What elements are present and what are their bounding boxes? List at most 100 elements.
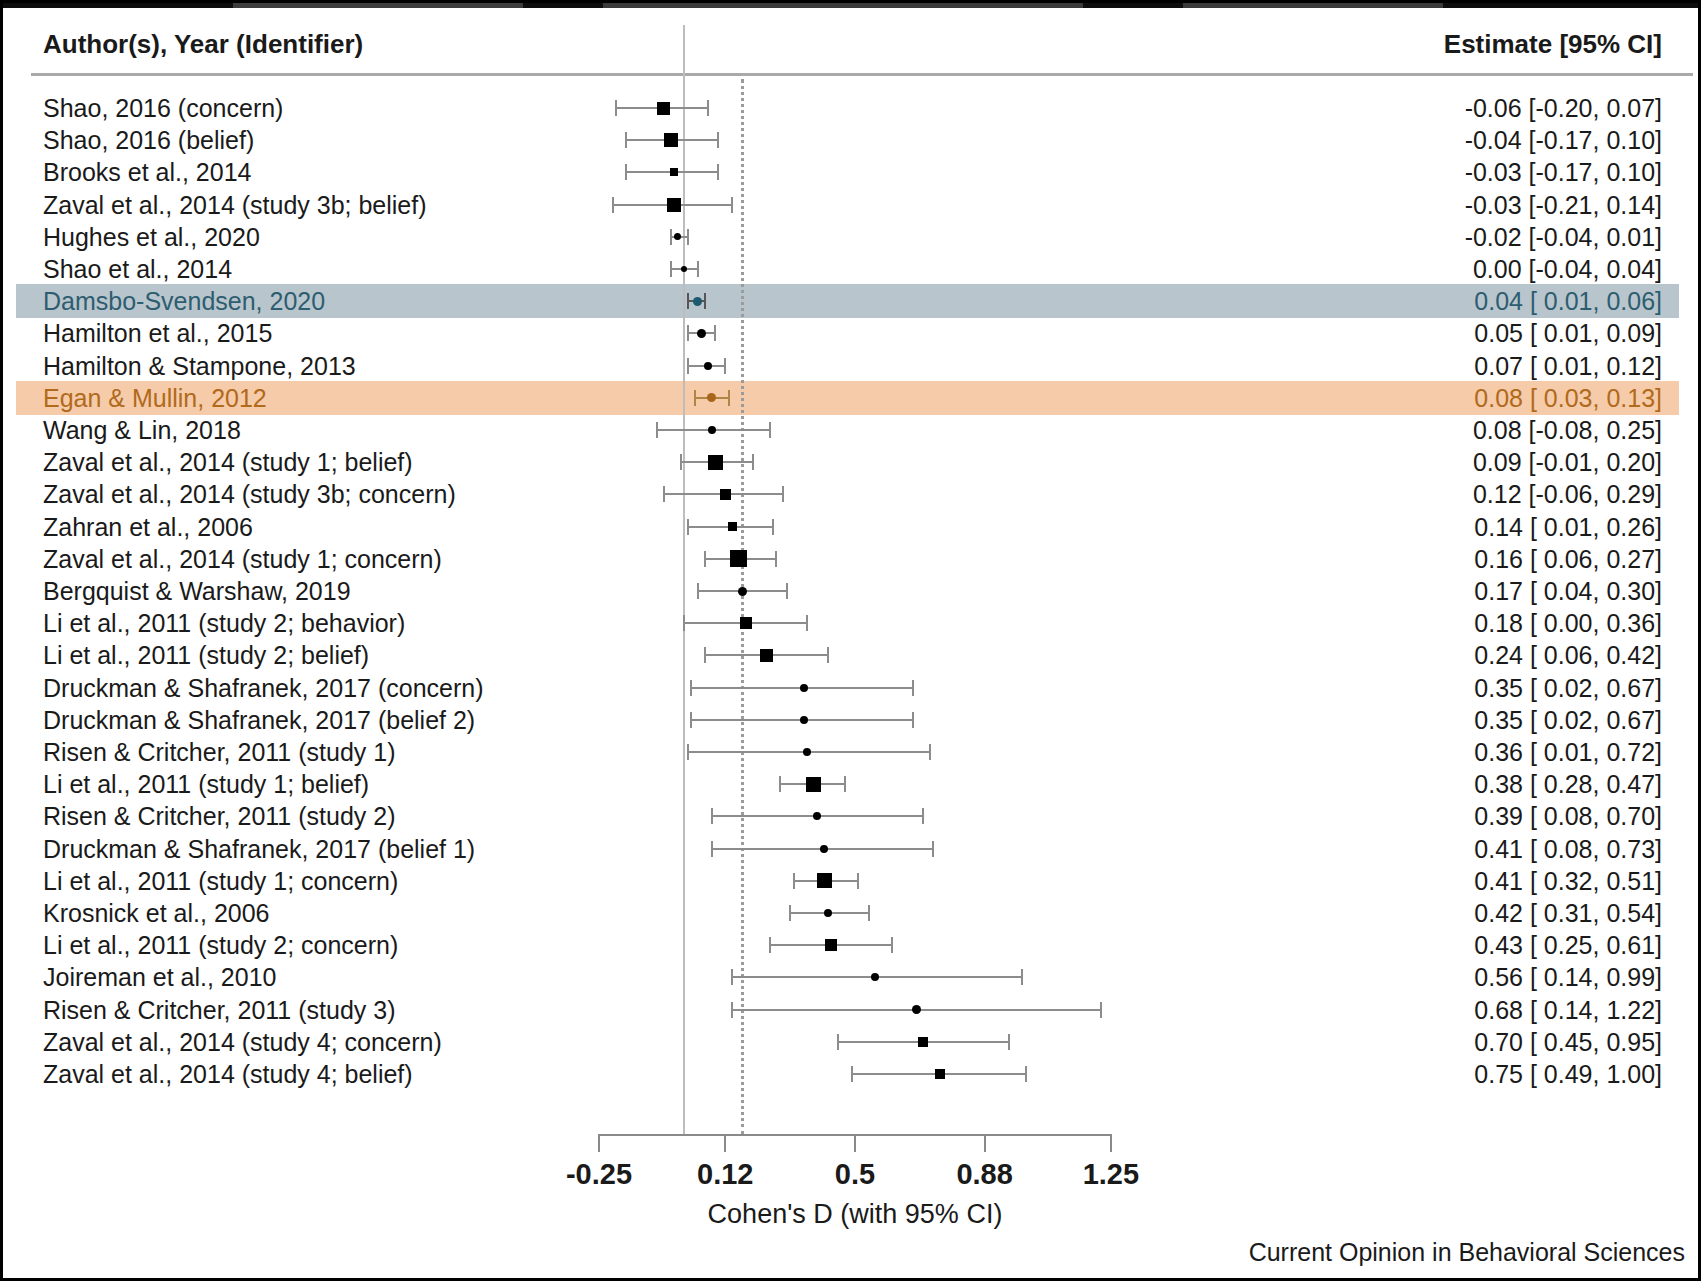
- study-label: Brooks et al., 2014: [43, 156, 251, 188]
- point-estimate-marker: [674, 233, 681, 240]
- estimate-value: 0.09 [-0.01, 0.20]: [1473, 446, 1662, 478]
- ci-cap-right: [868, 905, 870, 921]
- study-label: Hughes et al., 2020: [43, 221, 260, 253]
- estimate-value: -0.02 [-0.04, 0.01]: [1465, 221, 1662, 253]
- study-label: Li et al., 2011 (study 2; behavior): [43, 607, 405, 639]
- ci-cap-right: [806, 615, 808, 631]
- study-label: Zaval et al., 2014 (study 4; concern): [43, 1026, 442, 1058]
- study-label: Zahran et al., 2006: [43, 511, 253, 543]
- ci-cap-right: [1021, 969, 1023, 985]
- point-estimate-marker: [912, 1005, 921, 1014]
- estimate-value: 0.14 [ 0.01, 0.26]: [1474, 511, 1662, 543]
- ci-cap-right: [775, 551, 777, 567]
- point-estimate-marker: [813, 812, 821, 820]
- study-label: Druckman & Shafranek, 2017 (belief 1): [43, 833, 475, 865]
- point-estimate-marker: [806, 777, 821, 792]
- point-estimate-marker: [708, 455, 723, 470]
- estimate-value: 0.68 [ 0.14, 1.22]: [1474, 994, 1662, 1026]
- ci-cap-left: [615, 100, 617, 116]
- ci-cap-left: [687, 519, 689, 535]
- ci-cap-left: [694, 390, 696, 406]
- study-label: Druckman & Shafranek, 2017 (belief 2): [43, 704, 475, 736]
- point-estimate-marker: [760, 649, 773, 662]
- estimate-value: 0.12 [-0.06, 0.29]: [1473, 478, 1662, 510]
- ci-cap-left: [612, 197, 614, 213]
- point-estimate-marker: [935, 1069, 945, 1079]
- x-axis-title: Cohen's D (with 95% CI): [605, 1199, 1105, 1230]
- study-label: Zaval et al., 2014 (study 4; belief): [43, 1058, 413, 1090]
- ci-cap-right: [786, 583, 788, 599]
- estimate-value: 0.36 [ 0.01, 0.72]: [1474, 736, 1662, 768]
- ci-cap-left: [851, 1066, 853, 1082]
- estimate-value: 0.17 [ 0.04, 0.30]: [1474, 575, 1662, 607]
- ci-cap-right: [772, 519, 774, 535]
- estimate-value: 0.38 [ 0.28, 0.47]: [1474, 768, 1662, 800]
- study-label: Li et al., 2011 (study 1; concern): [43, 865, 398, 897]
- x-axis-tick: [1110, 1135, 1112, 1152]
- point-estimate-marker: [681, 266, 687, 272]
- study-label: Druckman & Shafranek, 2017 (concern): [43, 672, 484, 704]
- ci-cap-left: [687, 358, 689, 374]
- x-axis-tick-label: 0.12: [665, 1158, 785, 1191]
- estimate-value: 0.41 [ 0.32, 0.51]: [1474, 865, 1662, 897]
- ci-cap-right: [697, 261, 699, 277]
- ci-cap-right: [724, 358, 726, 374]
- study-label: Bergquist & Warshaw, 2019: [43, 575, 351, 607]
- ci-cap-right: [752, 454, 754, 470]
- point-estimate-marker: [730, 550, 747, 567]
- ci-cap-left: [731, 969, 733, 985]
- ci-cap-left: [731, 1002, 733, 1018]
- estimate-value: -0.03 [-0.17, 0.10]: [1465, 156, 1662, 188]
- estimate-value: 0.08 [-0.08, 0.25]: [1473, 414, 1662, 446]
- study-label: Li et al., 2011 (study 1; belief): [43, 768, 369, 800]
- ci-cap-left: [687, 293, 689, 309]
- ci-cap-right: [844, 776, 846, 792]
- point-estimate-marker: [820, 845, 828, 853]
- ci-cap-right: [687, 229, 689, 245]
- ci-cap-left: [690, 712, 692, 728]
- study-label: Joireman et al., 2010: [43, 961, 276, 993]
- point-estimate-marker: [708, 426, 716, 434]
- ci-cap-left: [704, 647, 706, 663]
- ci-cap-left: [625, 164, 627, 180]
- point-estimate-marker: [871, 973, 879, 981]
- x-axis-tick: [984, 1135, 986, 1152]
- column-header-authors: Author(s), Year (Identifier): [43, 29, 363, 60]
- study-label: Zaval et al., 2014 (study 1; concern): [43, 543, 442, 575]
- ci-cap-right: [1100, 1002, 1102, 1018]
- journal-name: Current Opinion in Behavioral Sciences: [1249, 1238, 1685, 1267]
- ci-cap-left: [711, 808, 713, 824]
- header-separator-line: [31, 73, 1693, 76]
- ci-cap-left: [789, 905, 791, 921]
- estimate-value: 0.07 [ 0.01, 0.12]: [1474, 350, 1662, 382]
- study-label: Wang & Lin, 2018: [43, 414, 241, 446]
- ci-cap-right: [891, 937, 893, 953]
- point-estimate-marker: [728, 522, 737, 531]
- ci-cap-right: [728, 390, 730, 406]
- estimate-value: 0.70 [ 0.45, 0.95]: [1474, 1026, 1662, 1058]
- ci-cap-left: [697, 583, 699, 599]
- study-label: Shao, 2016 (concern): [43, 92, 283, 124]
- ci-cap-left: [656, 422, 658, 438]
- study-label: Risen & Critcher, 2011 (study 1): [43, 736, 395, 768]
- ci-cap-left: [663, 486, 665, 502]
- ci-cap-right: [731, 197, 733, 213]
- study-label: Shao et al., 2014: [43, 253, 232, 285]
- estimate-value: 0.35 [ 0.02, 0.67]: [1474, 672, 1662, 704]
- x-axis-tick: [724, 1135, 726, 1152]
- x-axis-tick: [854, 1135, 856, 1152]
- x-axis-tick-label: 0.88: [925, 1158, 1045, 1191]
- point-estimate-marker: [697, 329, 706, 338]
- ci-cap-right: [827, 647, 829, 663]
- estimate-value: 0.05 [ 0.01, 0.09]: [1474, 317, 1662, 349]
- estimate-value: 0.08 [ 0.03, 0.13]: [1474, 382, 1662, 414]
- ci-cap-left: [687, 744, 689, 760]
- ci-cap-right: [714, 325, 716, 341]
- study-label: Damsbo-Svendsen, 2020: [43, 285, 325, 317]
- ci-cap-left: [837, 1034, 839, 1050]
- study-label: Zaval et al., 2014 (study 3b; concern): [43, 478, 456, 510]
- point-estimate-marker: [667, 198, 681, 212]
- ci-cap-right: [707, 100, 709, 116]
- study-label: Hamilton & Stampone, 2013: [43, 350, 356, 382]
- point-estimate-marker: [720, 489, 731, 500]
